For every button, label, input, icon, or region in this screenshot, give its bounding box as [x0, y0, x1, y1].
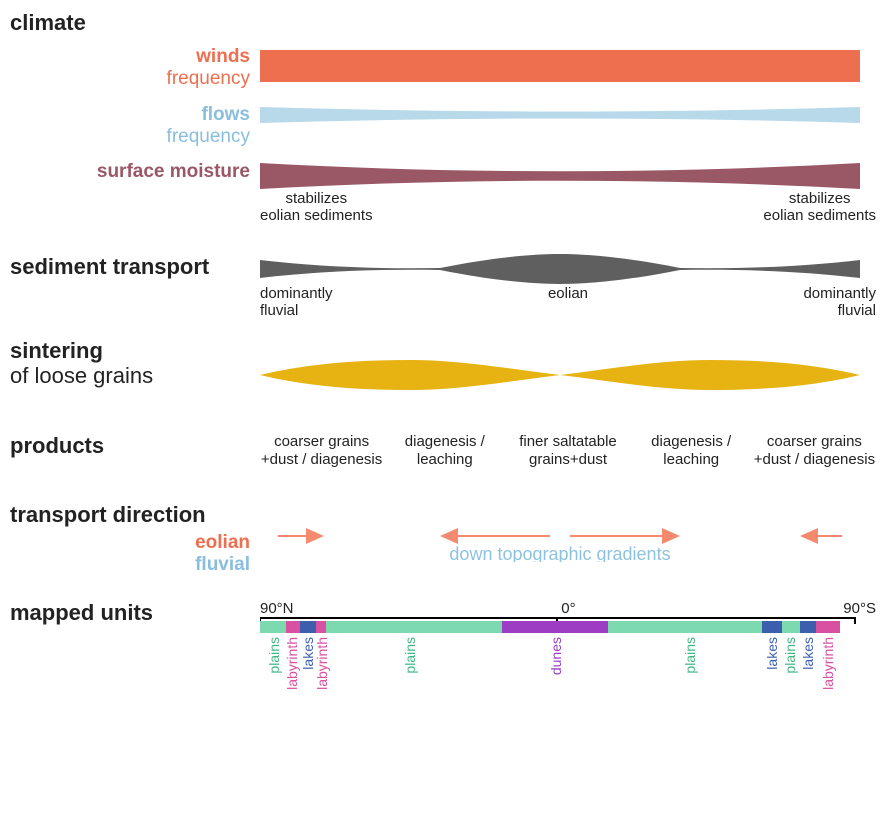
mapped-units-bar — [260, 617, 860, 635]
section-sediment: sediment transport — [10, 254, 250, 280]
fluvial-label: fluvial — [195, 554, 250, 575]
section-products: products — [10, 433, 250, 459]
axis-north: 90°N — [260, 600, 294, 617]
flows-label: flows frequency — [10, 104, 250, 148]
section-transport-dir: transport direction — [10, 502, 250, 528]
section-sintering: sintering of loose grains — [10, 339, 250, 387]
unit-label-lakes: lakes — [801, 637, 815, 670]
unit-label-plains: plains — [403, 637, 417, 674]
mapped-units-labels: plainslabyrinthlakeslabyrinthplainsdunes… — [260, 637, 876, 717]
moisture-label: surface moisture — [10, 161, 250, 183]
eolian-label: eolian — [195, 532, 250, 553]
moisture-band — [260, 161, 860, 191]
arrows: down topographic gradients — [260, 502, 860, 562]
sediment-left: dominantly fluvial — [260, 286, 465, 319]
moisture-caption-left: stabilizes eolian sediments — [260, 191, 373, 224]
sediment-right: dominantly fluvial — [671, 286, 876, 319]
axis-zero: 0° — [561, 600, 575, 617]
unit-label-lakes: lakes — [301, 637, 315, 670]
unit-label-labyrinth: labyrinth — [821, 637, 835, 690]
product-item: coarser grains +dust / diagenesis — [260, 433, 383, 468]
sediment-band — [260, 252, 860, 286]
products-row: coarser grains +dust / diagenesisdiagene… — [260, 433, 876, 468]
unit-label-dunes: dunes — [549, 637, 563, 675]
gradient-text: down topographic gradients — [449, 544, 670, 562]
winds-label: winds frequency — [10, 46, 250, 90]
winds-band — [260, 46, 860, 86]
unit-label-labyrinth: labyrinth — [315, 637, 329, 690]
product-item: diagenesis / leaching — [630, 433, 753, 468]
product-item: finer saltatable grains+dust — [506, 433, 629, 468]
axis-south: 90°S — [843, 600, 876, 617]
section-mapped: mapped units — [10, 600, 250, 626]
unit-label-plains: plains — [267, 637, 281, 674]
section-climate: climate — [10, 10, 250, 36]
moisture-caption-right: stabilizes eolian sediments — [763, 191, 876, 224]
product-item: diagenesis / leaching — [383, 433, 506, 468]
sintering-band — [260, 357, 860, 393]
unit-label-labyrinth: labyrinth — [285, 637, 299, 690]
unit-label-plains: plains — [683, 637, 697, 674]
sediment-mid: eolian — [465, 286, 670, 319]
unit-label-plains: plains — [783, 637, 797, 674]
unit-label-lakes: lakes — [765, 637, 779, 670]
product-item: coarser grains +dust / diagenesis — [753, 433, 876, 468]
flows-band — [260, 104, 860, 126]
